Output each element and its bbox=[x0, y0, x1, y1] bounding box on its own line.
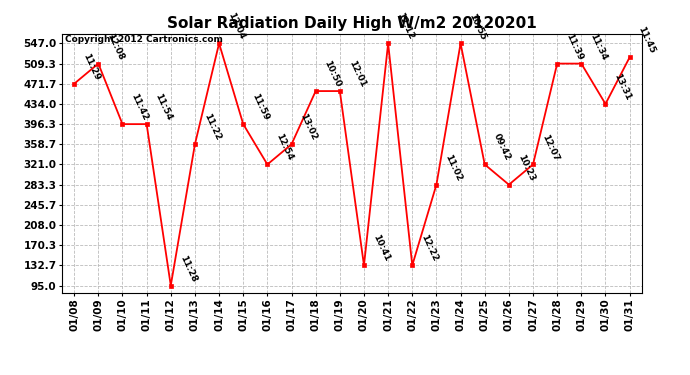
Text: 12:12: 12:12 bbox=[395, 12, 415, 41]
Text: 11:54: 11:54 bbox=[154, 92, 174, 122]
Text: 10:23: 10:23 bbox=[516, 153, 536, 183]
Title: Solar Radiation Daily High W/m2 20120201: Solar Radiation Daily High W/m2 20120201 bbox=[167, 16, 537, 31]
Text: 11:28: 11:28 bbox=[178, 254, 198, 284]
Text: 11:22: 11:22 bbox=[202, 112, 222, 142]
Text: 10:50: 10:50 bbox=[323, 59, 343, 89]
Text: 12:08: 12:08 bbox=[106, 32, 126, 62]
Text: 11:39: 11:39 bbox=[564, 32, 584, 62]
Text: 11:45: 11:45 bbox=[637, 25, 657, 55]
Text: 11:59: 11:59 bbox=[250, 92, 270, 122]
Text: 13:31: 13:31 bbox=[613, 72, 633, 102]
Text: 11:42: 11:42 bbox=[130, 92, 150, 122]
Text: 11:02: 11:02 bbox=[444, 153, 464, 183]
Text: 11:29: 11:29 bbox=[81, 52, 101, 82]
Text: 09:42: 09:42 bbox=[492, 132, 512, 162]
Text: 12:04: 12:04 bbox=[226, 12, 246, 41]
Text: 10:55: 10:55 bbox=[468, 12, 488, 41]
Text: 12:07: 12:07 bbox=[540, 132, 560, 162]
Text: 12:22: 12:22 bbox=[420, 233, 440, 263]
Text: Copyright 2012 Cartronics.com: Copyright 2012 Cartronics.com bbox=[65, 35, 223, 44]
Text: 11:34: 11:34 bbox=[589, 32, 609, 62]
Text: 12:54: 12:54 bbox=[275, 132, 295, 162]
Text: 10:41: 10:41 bbox=[371, 233, 391, 263]
Text: 12:01: 12:01 bbox=[347, 59, 367, 89]
Text: 13:02: 13:02 bbox=[299, 112, 319, 142]
